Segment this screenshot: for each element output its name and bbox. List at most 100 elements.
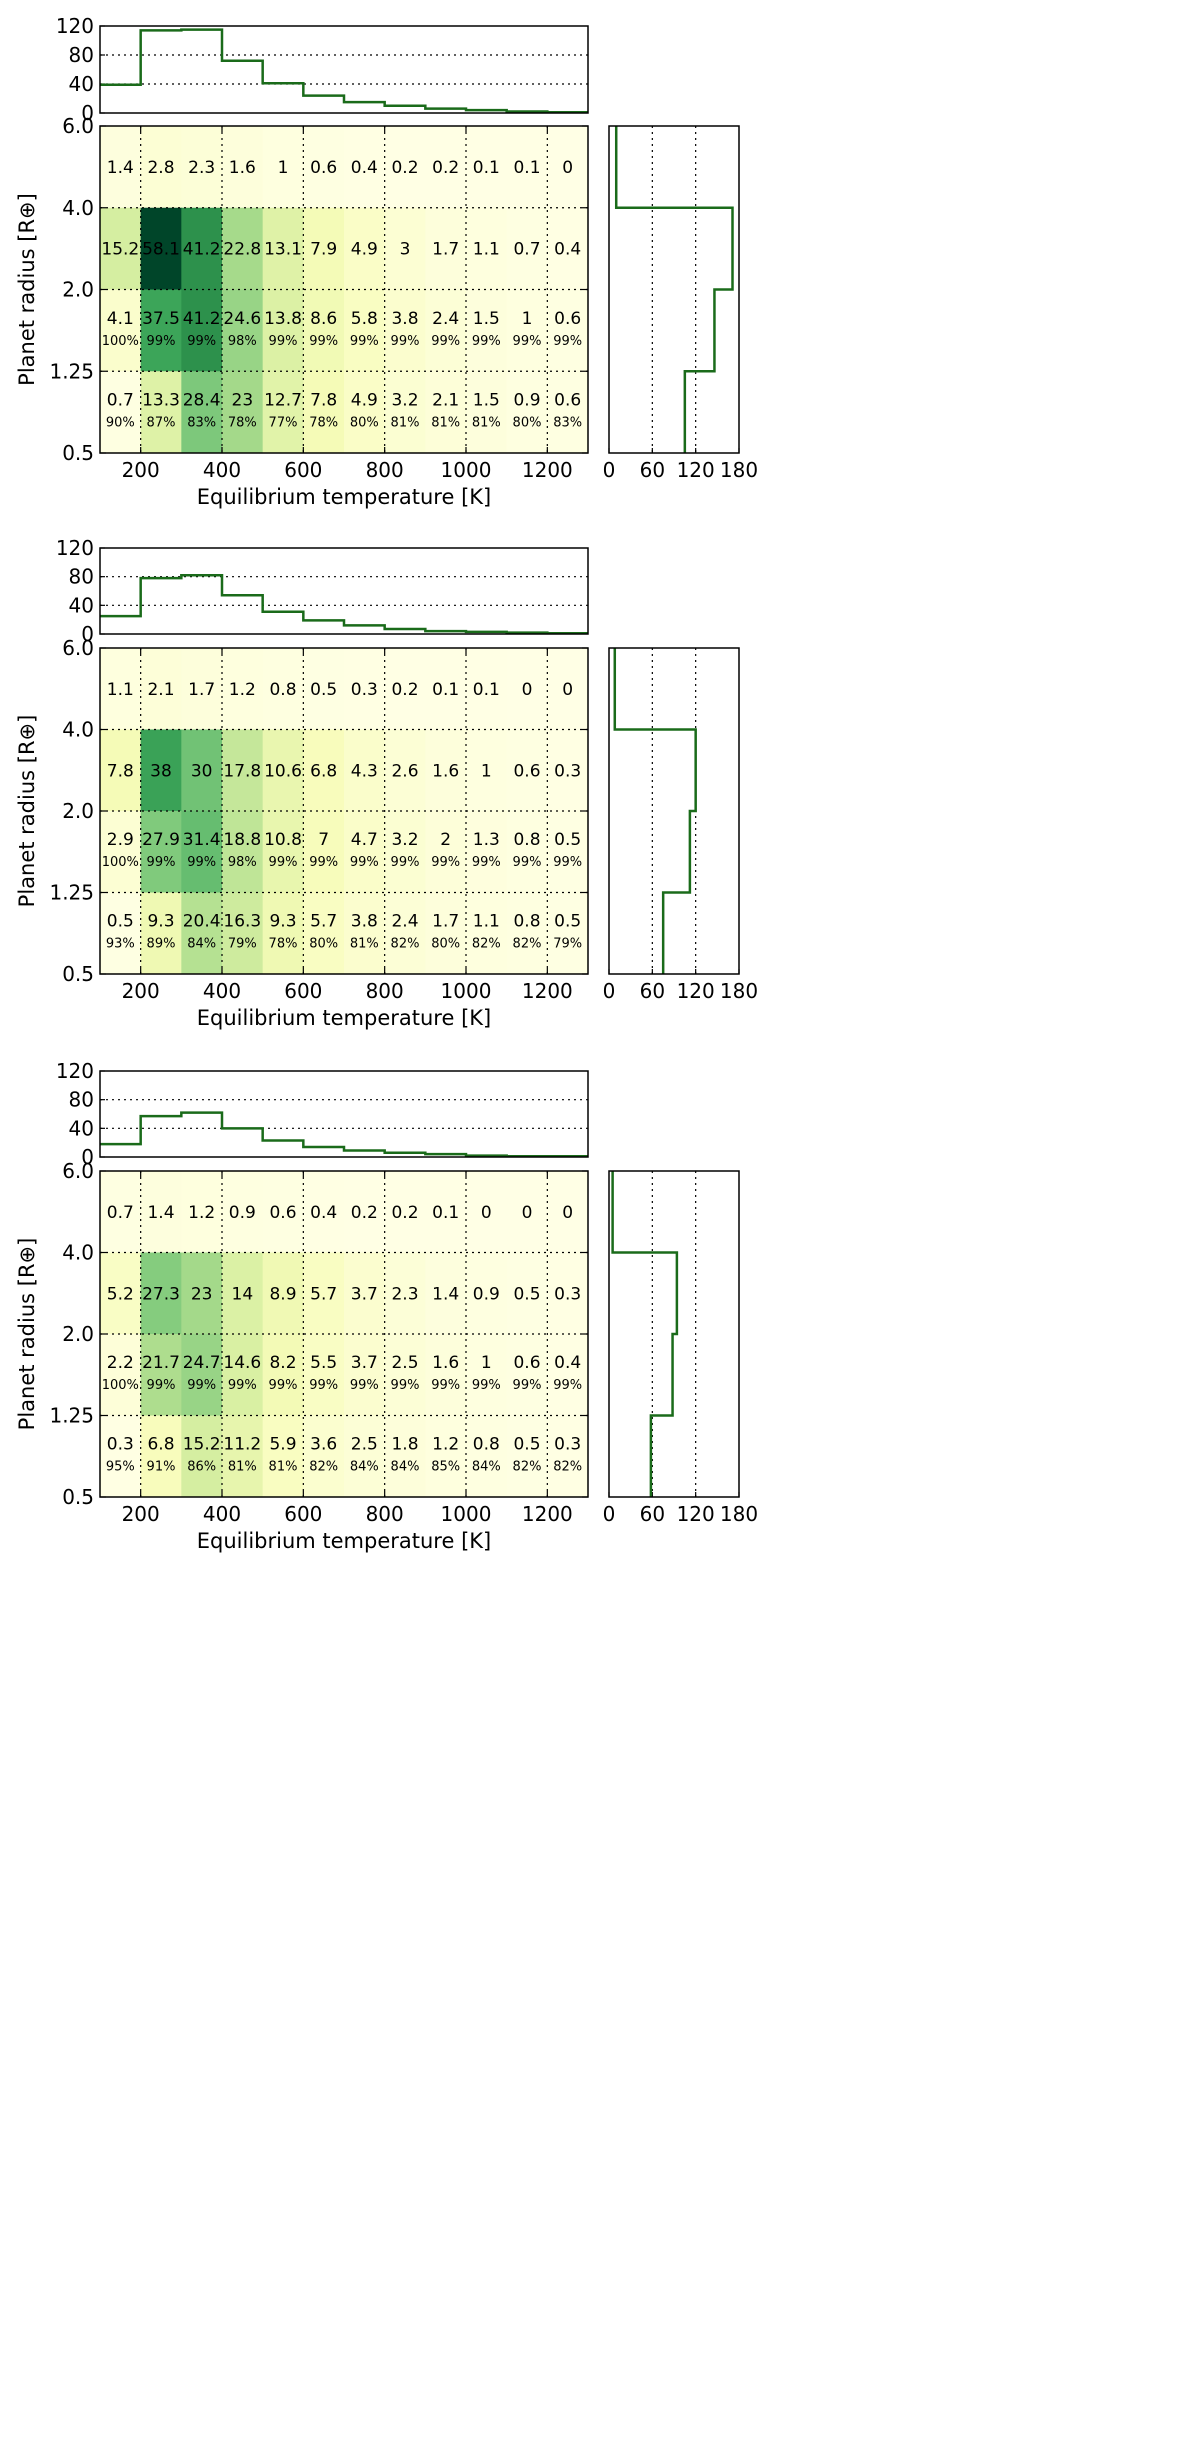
hist-y-tick-label: 80 [69,565,94,589]
cell-percent-label: 77% [269,416,298,431]
cell-value-label: 0.6 [310,158,337,178]
cell-value-label: 0.2 [391,158,418,178]
x-tick-label: 800 [366,458,404,482]
cell-value-label: 7 [318,830,329,850]
y-tick-label: 4.0 [62,718,94,742]
heatmap-cell [222,1171,264,1253]
hist-y-tick-label: 40 [69,1116,94,1140]
x-axis-label: Equilibrium temperature [K] [197,1006,491,1030]
heatmap-cell [140,729,182,812]
cell-value-label: 7.8 [310,391,337,411]
cell-value-label: 28.4 [183,391,221,411]
heatmap-cell [262,811,304,893]
cell-value-label: 0.1 [473,158,500,178]
cell-value-label: 0.5 [513,1435,540,1455]
cell-percent-label: 82% [513,937,542,952]
cell-percent-label: 99% [431,1378,460,1393]
y-tick-label: 6.0 [62,636,94,660]
heatmap-cell [506,1415,548,1498]
cell-value-label: 1.1 [473,240,500,260]
heatmap-cell [303,126,345,209]
heatmap-cell [466,1252,508,1335]
cell-percent-label: 82% [513,1460,542,1475]
heatmap-cell [222,648,264,730]
cell-value-label: 0.4 [351,158,378,178]
heatmap-cell [506,126,548,209]
y-axis-label: Planet radius [R⊕] [15,1238,39,1431]
heatmap-cell [425,289,467,372]
cell-percent-label: 99% [269,855,298,870]
cell-percent-label: 91% [147,1460,176,1475]
heatmap-cell [425,371,467,454]
cell-value-label: 0.8 [513,912,540,932]
cell-value-label: 1.7 [188,680,215,700]
cell-value-label: 3.2 [391,830,418,850]
cell-value-label: 21.7 [142,1353,180,1373]
cell-value-label: 9.3 [147,912,174,932]
heatmap-cell [140,1415,182,1498]
cell-value-label: 2 [440,830,451,850]
cell-value-label: 2.3 [188,158,215,178]
y-tick-label: 1.25 [49,881,94,905]
cell-value-label: 1.7 [432,240,459,260]
heatmap-cell [547,729,589,812]
cell-value-label: 58.1 [142,240,180,260]
heatmap-cell [506,729,548,812]
heatmap-cell [466,126,508,209]
heatmap-cell [262,126,304,209]
cell-value-label: 8.2 [269,1353,296,1373]
heatmap-cell [181,289,223,372]
heatmap-cell [181,811,223,893]
heatmap-cell [425,892,467,975]
heatmap-cell [262,1252,304,1335]
heatmap-cell [384,648,426,730]
cell-value-label: 23 [191,1284,213,1304]
heatmap-cell [222,892,264,975]
cell-value-label: 1.6 [432,761,459,781]
heatmap-cell [384,371,426,454]
heatmap-cell [303,892,345,975]
cell-value-label: 16.3 [223,912,261,932]
cell-value-label: 0.7 [107,391,134,411]
heatmap-cell [425,1171,467,1253]
heatmap-cell [140,289,182,372]
cell-percent-label: 78% [269,937,298,952]
heatmap-cell [425,648,467,730]
cell-value-label: 5.7 [310,1284,337,1304]
cell-percent-label: 99% [228,1378,257,1393]
top-histogram-frame [99,547,589,635]
cell-value-label: 1 [522,309,533,329]
cell-percent-label: 99% [391,855,420,870]
cell-percent-label: 99% [309,1378,338,1393]
x-tick-label: 600 [284,979,322,1003]
x-tick-label: 600 [284,1502,322,1526]
cell-percent-label: 99% [147,1378,176,1393]
heatmap-cell [384,1415,426,1498]
cell-percent-label: 80% [309,937,338,952]
cell-percent-label: 81% [472,416,501,431]
heatmap-cell [303,289,345,372]
cell-value-label: 24.6 [223,309,261,329]
cell-value-label: 4.7 [351,830,378,850]
cell-percent-label: 95% [106,1460,135,1475]
panel-3: 0.7 1.4 1.2 0.9 0.6 0.4 0.2 0.2 0.1 0 0 0 5.2 27.3 23 1… [15,1059,758,1553]
x-tick-label: 1200 [522,1502,573,1526]
cell-percent-label: 83% [553,416,582,431]
right-hist-x-tick-label: 0 [603,1502,616,1526]
heatmap-cell [547,126,589,209]
heatmap-cell [100,371,142,454]
cell-percent-label: 84% [350,1460,379,1475]
cell-percent-label: 93% [106,937,135,952]
cell-value-label: 0.3 [554,1435,581,1455]
cell-value-label: 2.5 [351,1435,378,1455]
hist-y-tick-label: 80 [69,43,94,67]
cell-value-label: 37.5 [142,309,180,329]
heatmap-cell [222,1252,264,1335]
cell-value-label: 0.5 [513,1284,540,1304]
cell-percent-label: 99% [513,334,542,349]
cell-percent-label: 80% [513,416,542,431]
heatmap-cell [140,892,182,975]
right-histogram-step-line [613,648,697,974]
right-histogram-step-line [614,126,734,453]
cell-percent-label: 99% [553,334,582,349]
